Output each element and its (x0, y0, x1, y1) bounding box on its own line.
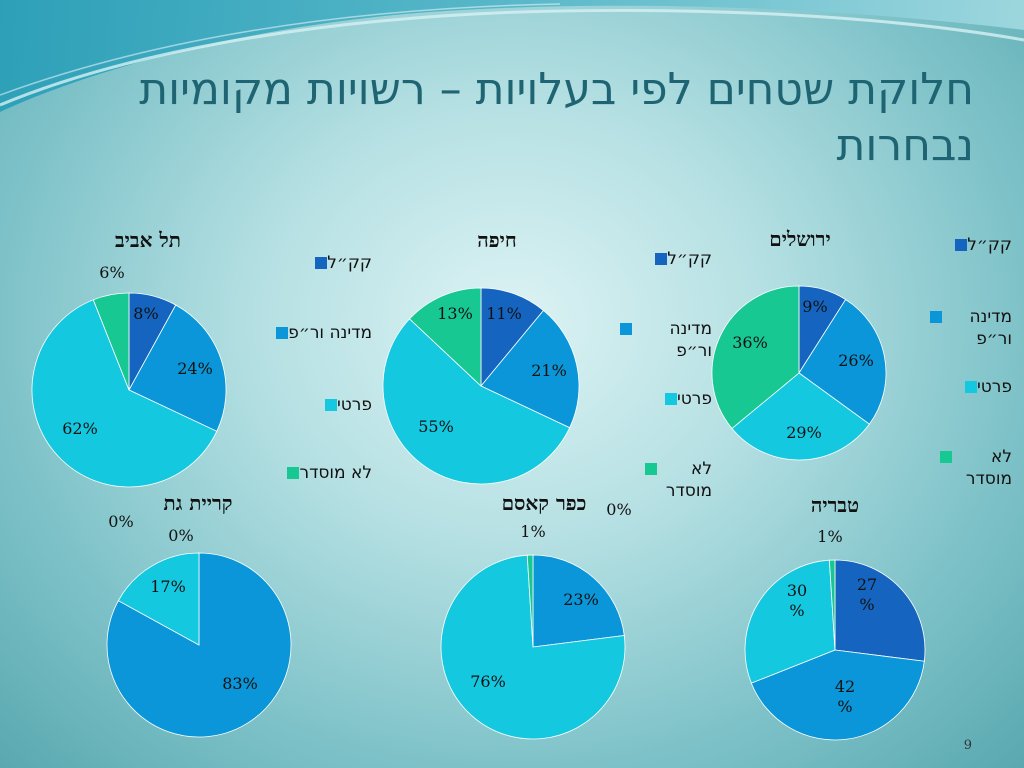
chart-title-kiryat-gat: קריית גת (164, 491, 233, 515)
data-label-haifa-0: 11% (486, 304, 522, 323)
legend-label: לא מוסדר (299, 463, 372, 483)
legend-item-2: פרטי (318, 394, 372, 416)
data-label-tiberias-2: % (789, 601, 804, 620)
data-label-haifa-1: 21% (531, 361, 567, 380)
pie-slice-kfar-qasem-3 (526, 554, 534, 648)
data-label-tel-aviv-0: 8% (133, 304, 158, 323)
data-label-jerusalem-1: 26% (838, 351, 874, 370)
legend-item-2: פרטי (658, 388, 712, 410)
data-label-kfar-qasem-3: 1% (520, 522, 545, 541)
data-label-kfar-qasem-2: 76% (470, 672, 506, 691)
legend-tel-aviv: קק״ל מדינה ור״פ פרטי לא מוסדר (262, 252, 372, 492)
legend-label: מדינה ור״פ (969, 307, 1012, 349)
pie-slice-tel-aviv-2 (31, 299, 218, 488)
legend-item-1: מדינה ור״פ (613, 318, 712, 362)
data-label-tiberias-3: 1% (817, 527, 842, 546)
legend-label: פרטי (336, 395, 372, 415)
pie-slice-tel-aviv-1 (128, 304, 227, 432)
legend-item-0: קק״ל (648, 248, 712, 270)
slide-title: חלוקת שטחים לפי בעלויות – רשויות מקומיות… (139, 64, 974, 171)
data-label-jerusalem-2: 29% (786, 423, 822, 442)
legend-label: קק״ל (967, 235, 1012, 255)
chart-title-jerusalem: ירושלים (769, 227, 830, 251)
legend-label: לא מוסדר (665, 459, 712, 501)
data-label-tiberias-1: % (837, 697, 852, 716)
legend-item-2: פרטי (958, 376, 1012, 398)
data-label-kiryat-gat-2: 17% (150, 577, 186, 596)
decorative-swoosh (0, 0, 1024, 112)
data-label-tel-aviv-2: 62% (62, 419, 98, 438)
legend-label: קק״ל (327, 253, 372, 273)
legend-swatch (645, 463, 657, 475)
legend-swatch (940, 451, 952, 463)
pie-slice-jerusalem-3 (711, 285, 800, 430)
legend-swatch (620, 323, 632, 335)
legend-item-0: קק״ל (948, 234, 1012, 256)
chart-title-kfar-qasem: כפר קאסם (502, 491, 587, 515)
legend-item-1: מדינה ור״פ (923, 306, 1012, 350)
legend-swatch (964, 381, 977, 393)
data-label-tiberias-2: 30 (787, 581, 807, 600)
chart-title-tel-aviv: תל אביב (115, 228, 181, 252)
legend-label: מדינה ור״פ (288, 323, 372, 343)
legend-label: פרטי (976, 377, 1012, 397)
pie-slice-tel-aviv-3 (92, 292, 130, 391)
data-label-haifa-3: 13% (437, 304, 473, 323)
pie-slice-haifa-3 (408, 287, 482, 387)
pie-slice-jerusalem-2 (731, 372, 870, 461)
legend-swatch (664, 393, 677, 405)
data-label-jerusalem-3: 36% (732, 333, 768, 352)
legend-jerusalem: קק״ל מדינה ור״פ פרטי לא מוסדר (912, 234, 1012, 504)
pie-slice-haifa-2 (382, 318, 571, 485)
legend-swatch (655, 253, 668, 265)
chart-title-haifa: חיפה (477, 228, 516, 252)
legend-item-0: קק״ל (308, 252, 372, 274)
pie-slice-tiberias-0 (834, 559, 926, 662)
legend-swatch (276, 327, 289, 339)
chart-title-tiberias: טבריה (811, 493, 859, 517)
pie-slice-kfar-qasem-2 (440, 554, 626, 740)
legend-swatch (324, 399, 337, 411)
data-label-tel-aviv-3: 6% (99, 263, 124, 282)
data-label-tiberias-1: 42 (835, 677, 855, 696)
data-label-kfar-qasem-1: 23% (563, 590, 599, 609)
pie-slice-tiberias-1 (750, 649, 925, 741)
pie-slice-kfar-qasem-1 (532, 554, 625, 648)
legend-label: לא מוסדר (965, 447, 1012, 489)
legend-swatch (315, 257, 328, 269)
data-label-kiryat-gat-1: 83% (222, 674, 258, 693)
legend-haifa: קק״ל מדינה ור״פ פרטי לא מוסדר (600, 248, 712, 508)
legend-item-3: לא מוסדר (280, 462, 372, 484)
data-label-tiberias-0: % (859, 595, 874, 614)
pie-slice-jerusalem-1 (798, 298, 887, 425)
pie-slice-tiberias-2 (744, 559, 836, 684)
data-label-tiberias-0: 27 (857, 575, 877, 594)
legend-swatch (287, 467, 300, 479)
data-label-kfar-qasem-0: 0% (606, 500, 631, 519)
legend-label: פרטי (676, 389, 712, 409)
data-label-kiryat-gat-3: 0% (108, 512, 133, 531)
pie-slice-haifa-1 (480, 309, 580, 429)
legend-swatch (930, 311, 942, 323)
pie-slice-haifa-0 (480, 287, 545, 388)
legend-swatch (955, 239, 968, 251)
legend-label: קק״ל (667, 249, 712, 269)
legend-item-3: לא מוסדר (638, 458, 712, 502)
pie-slice-tiberias-3 (828, 559, 836, 651)
legend-label: מדינה ור״פ (669, 319, 712, 361)
legend-item-1: מדינה ור״פ (269, 322, 372, 344)
data-label-kiryat-gat-0: 0% (168, 526, 193, 545)
data-label-haifa-2: 55% (418, 417, 454, 436)
page-number: 9 (963, 738, 972, 753)
pie-slice-kiryat-gat-2 (117, 552, 200, 646)
legend-item-3: לא מוסדר (933, 446, 1012, 490)
data-label-jerusalem-0: 9% (802, 297, 827, 316)
data-label-tel-aviv-1: 24% (177, 359, 213, 378)
